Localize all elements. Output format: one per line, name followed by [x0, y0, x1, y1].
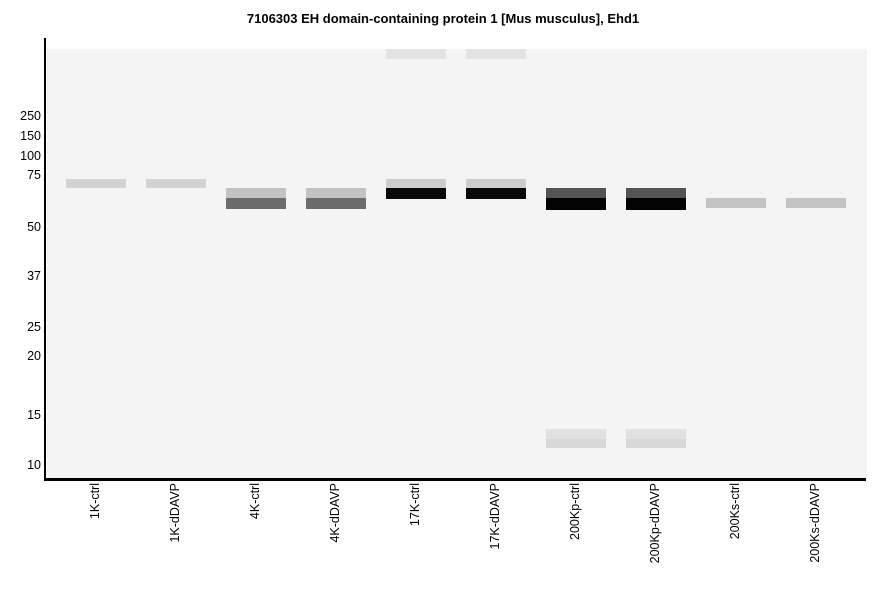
- gel-plot-area: [47, 49, 867, 478]
- gel-band: [626, 198, 686, 210]
- gel-band: [386, 179, 446, 188]
- gel-band: [386, 49, 446, 59]
- gel-band: [66, 179, 126, 188]
- y-tick-label-15: 15: [27, 408, 41, 422]
- y-tick-label-150: 150: [20, 129, 41, 143]
- y-tick-label-50: 50: [27, 220, 41, 234]
- gel-band: [626, 429, 686, 439]
- lane-label: 200Kp-ctrl: [568, 483, 582, 540]
- gel-band: [546, 188, 606, 198]
- lane-label: 17K-ctrl: [408, 483, 422, 527]
- y-tick-label-37: 37: [27, 269, 41, 283]
- lane-label: 200Ks-ctrl: [728, 483, 742, 540]
- gel-band: [546, 429, 606, 439]
- gel-band: [626, 188, 686, 198]
- lane-label: 17K-dDAVP: [488, 483, 502, 550]
- gel-band: [626, 439, 686, 448]
- lane-label: 4K-dDAVP: [328, 483, 342, 543]
- lane-label: 200Kp-dDAVP: [648, 483, 662, 564]
- y-tick-label-10: 10: [27, 458, 41, 472]
- gel-band: [226, 188, 286, 198]
- y-tick-label-75: 75: [27, 168, 41, 182]
- gel-band: [466, 179, 526, 188]
- gel-band: [786, 198, 846, 208]
- y-tick-label-25: 25: [27, 320, 41, 334]
- lane-label: 4K-ctrl: [248, 483, 262, 520]
- gel-band: [306, 198, 366, 209]
- gel-band: [386, 188, 446, 199]
- gel-band: [226, 198, 286, 209]
- figure-title: 7106303 EH domain-containing protein 1 […: [246, 11, 640, 26]
- x-axis-line: [44, 478, 866, 481]
- gel-band: [306, 188, 366, 198]
- y-tick-label-20: 20: [27, 349, 41, 363]
- gel-band: [146, 179, 206, 188]
- y-tick-label-250: 250: [20, 109, 41, 123]
- gel-band: [706, 198, 766, 208]
- lane-label: 1K-dDAVP: [168, 483, 182, 543]
- gel-band: [546, 439, 606, 448]
- gel-band: [466, 188, 526, 199]
- gel-band: [546, 198, 606, 210]
- gel-band: [466, 49, 526, 59]
- lane-label: 200Ks-dDAVP: [808, 483, 822, 563]
- y-tick-label-100: 100: [20, 149, 41, 163]
- lane-label: 1K-ctrl: [88, 483, 102, 520]
- y-axis-line: [44, 38, 46, 481]
